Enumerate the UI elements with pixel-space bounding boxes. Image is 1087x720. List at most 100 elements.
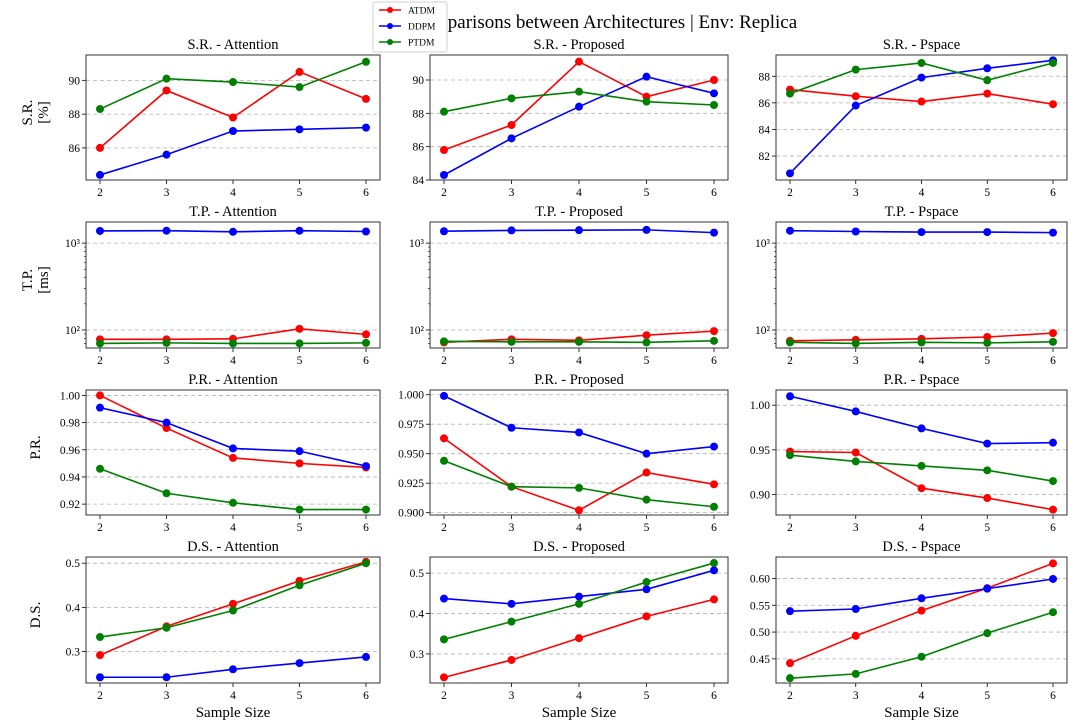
data-point-ptdm (1049, 337, 1057, 346)
data-point-atdm (851, 631, 860, 640)
x-tick-label: 5 (644, 187, 650, 199)
y-tick-label: 0.92 (60, 499, 80, 511)
data-point-ddpm (440, 171, 448, 179)
y-tick-label: 86 (69, 143, 81, 155)
axes-frame (775, 221, 1068, 349)
y-tick-label: 0.925 (398, 478, 424, 490)
y-tick-label: 86 (759, 98, 771, 110)
x-tick-label: 5 (297, 187, 303, 199)
data-point-ddpm (362, 227, 370, 236)
legend-marker-atdm (387, 7, 393, 13)
x-tick-label: 5 (297, 690, 303, 702)
data-point-ddpm (96, 673, 104, 682)
data-point-ptdm (710, 502, 718, 511)
legend-label-ddpm: DDPM (408, 23, 436, 33)
data-point-ddpm (917, 228, 926, 237)
data-point-ddpm (642, 449, 651, 458)
data-point-atdm (710, 327, 718, 336)
data-point-ddpm (507, 423, 516, 432)
data-point-atdm (96, 143, 104, 152)
data-point-atdm (96, 651, 104, 660)
data-point-atdm (162, 86, 171, 95)
x-tick-label: 5 (644, 355, 650, 367)
data-point-ptdm (575, 483, 583, 492)
data-point-atdm (917, 606, 926, 615)
y-tick-label: 90 (413, 75, 425, 87)
data-point-ptdm (162, 489, 171, 498)
y-tick-label: 0.4 (66, 602, 81, 614)
data-point-ddpm (440, 594, 448, 603)
data-point-ptdm (983, 76, 992, 85)
data-point-ptdm (440, 456, 448, 465)
data-point-ddpm (229, 127, 237, 136)
legend-marker-ddpm (387, 23, 393, 29)
y-tick-label: 0.95 (750, 445, 770, 457)
data-point-ptdm (710, 101, 718, 109)
data-point-ptdm (362, 505, 370, 514)
y-tick-label: 0.55 (750, 600, 770, 612)
x-tick-label: 3 (164, 522, 170, 534)
data-point-ptdm (786, 89, 794, 98)
data-point-atdm (710, 76, 718, 84)
axes-frame (85, 54, 381, 181)
data-point-ptdm (917, 58, 926, 67)
data-point-ddpm (362, 462, 370, 471)
y-tick-label: 10² (755, 325, 771, 337)
x-tick-label: 4 (919, 187, 925, 199)
data-point-ptdm (96, 339, 104, 348)
y-tick-label: 1.000 (398, 390, 424, 402)
x-tick-label: 4 (919, 690, 925, 702)
x-tick-label: 2 (441, 522, 447, 534)
axes-frame (775, 54, 1068, 181)
data-point-ptdm (851, 457, 860, 466)
legend-label-atdm: ATDM (408, 7, 435, 17)
data-point-atdm (1049, 559, 1057, 568)
axes-frame (429, 389, 729, 516)
data-point-atdm (786, 659, 794, 668)
data-point-ptdm (162, 623, 171, 632)
x-tick-label: 6 (363, 522, 369, 534)
data-point-atdm (1049, 505, 1057, 514)
data-point-ddpm (295, 447, 304, 456)
data-point-ddpm (710, 442, 718, 451)
data-point-ddpm (642, 585, 651, 594)
data-point-ddpm (786, 169, 794, 178)
data-point-atdm (362, 94, 370, 103)
subplot-title: P.R. - Proposed (534, 372, 624, 388)
data-point-atdm (295, 459, 304, 468)
data-point-atdm (983, 332, 992, 341)
y-axis-label: [ms] (36, 266, 52, 294)
data-point-atdm (440, 673, 448, 682)
data-point-ptdm (983, 629, 992, 638)
x-tick-label: 3 (853, 522, 859, 534)
data-point-atdm (917, 97, 926, 106)
data-point-ptdm (983, 338, 992, 347)
data-point-ptdm (440, 635, 448, 644)
x-tick-label: 2 (97, 355, 103, 367)
data-point-atdm (507, 655, 516, 664)
y-tick-label: 0.94 (60, 472, 80, 484)
subplot-title: P.R. - Pspace (884, 372, 960, 388)
data-point-ptdm (710, 336, 718, 345)
data-point-ptdm (507, 337, 516, 346)
y-tick-label: 84 (759, 124, 771, 136)
x-tick-label: 2 (441, 690, 447, 702)
data-point-ddpm (575, 102, 583, 111)
data-point-ddpm (786, 226, 794, 235)
data-point-ddpm (362, 123, 370, 132)
data-point-atdm (710, 595, 718, 604)
data-point-atdm (507, 121, 516, 129)
x-tick-label: 6 (1050, 187, 1056, 199)
x-tick-label: 3 (164, 355, 170, 367)
x-tick-label: 4 (576, 522, 582, 534)
y-tick-label: 10² (65, 325, 81, 337)
x-axis-label: Sample Size (196, 705, 271, 720)
x-tick-label: 3 (509, 522, 515, 534)
data-point-ptdm (575, 337, 583, 346)
subplot-title: P.R. - Attention (188, 372, 278, 388)
data-point-atdm (851, 448, 860, 457)
subplot-title: S.R. - Attention (187, 37, 279, 53)
y-tick-label: 0.950 (398, 449, 424, 461)
y-tick-label: 10³ (65, 238, 81, 250)
